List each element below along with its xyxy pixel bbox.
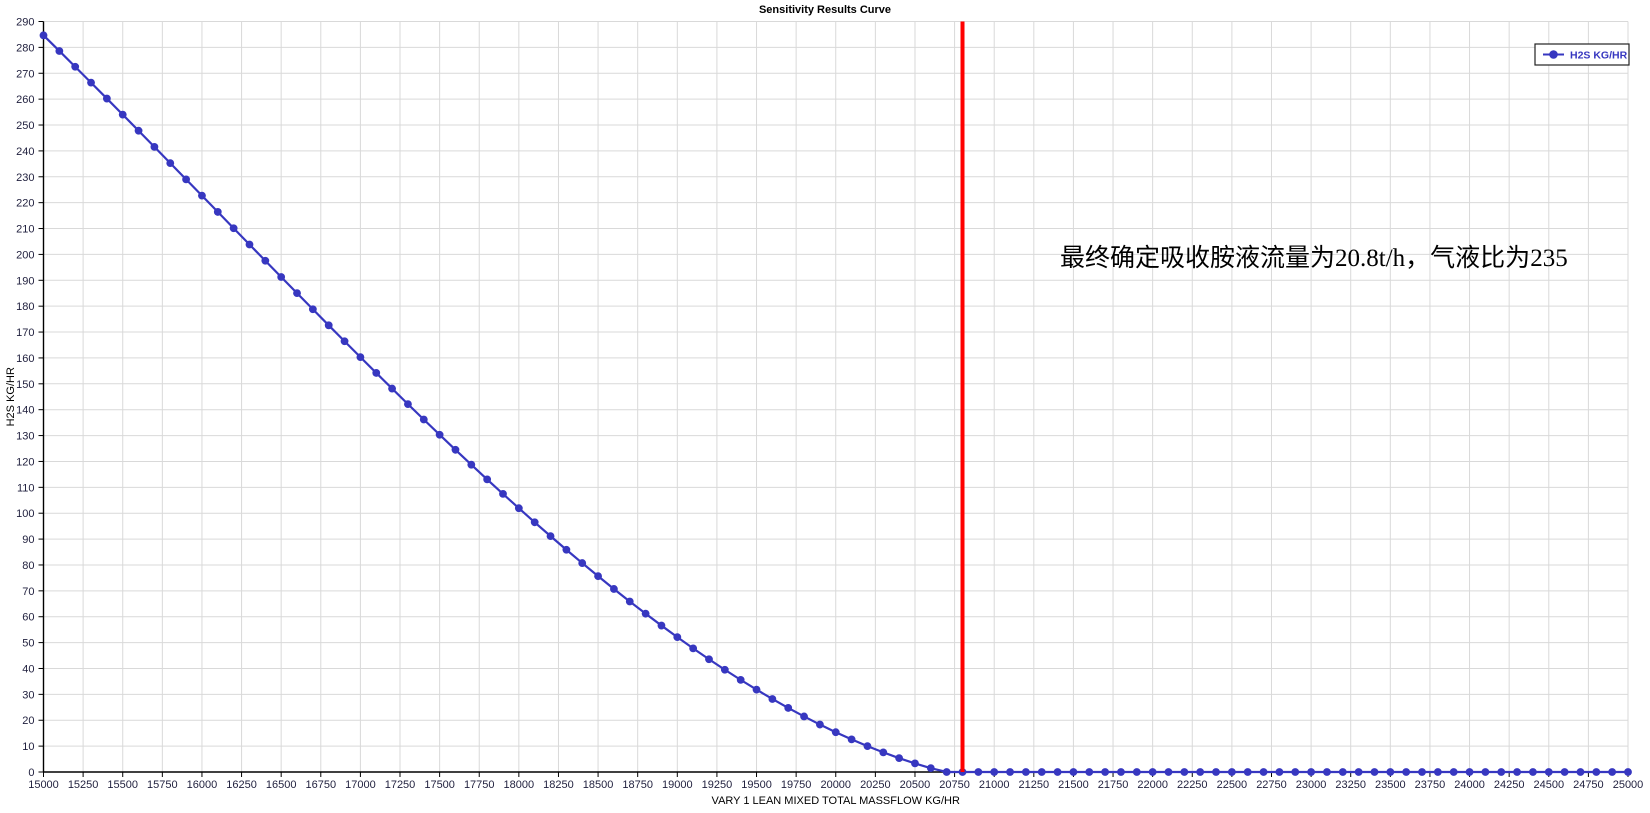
svg-text:19750: 19750 (781, 779, 812, 791)
svg-text:23500: 23500 (1375, 779, 1406, 791)
svg-text:22000: 22000 (1137, 779, 1168, 791)
svg-text:60: 60 (22, 612, 34, 624)
svg-text:280: 280 (16, 42, 34, 54)
svg-text:200: 200 (16, 249, 34, 261)
svg-text:21500: 21500 (1058, 779, 1089, 791)
svg-text:21000: 21000 (979, 779, 1010, 791)
svg-text:16500: 16500 (266, 779, 297, 791)
svg-text:16250: 16250 (226, 779, 257, 791)
svg-text:23250: 23250 (1335, 779, 1366, 791)
svg-text:270: 270 (16, 68, 34, 80)
svg-text:18250: 18250 (543, 779, 574, 791)
svg-text:16000: 16000 (187, 779, 218, 791)
svg-text:23000: 23000 (1296, 779, 1327, 791)
svg-text:15000: 15000 (28, 779, 59, 791)
svg-text:18000: 18000 (504, 779, 535, 791)
svg-text:24000: 24000 (1454, 779, 1485, 791)
svg-text:15250: 15250 (68, 779, 99, 791)
svg-text:19500: 19500 (741, 779, 772, 791)
svg-text:170: 170 (16, 327, 34, 339)
svg-text:23750: 23750 (1415, 779, 1446, 791)
svg-text:25000: 25000 (1613, 779, 1644, 791)
svg-text:100: 100 (16, 508, 34, 520)
svg-text:H2S KG/HR: H2S KG/HR (5, 367, 17, 426)
svg-text:18500: 18500 (583, 779, 614, 791)
svg-text:20: 20 (22, 715, 34, 727)
svg-text:H2S KG/HR: H2S KG/HR (1570, 49, 1628, 61)
svg-text:17000: 17000 (345, 779, 376, 791)
svg-text:80: 80 (22, 560, 34, 572)
svg-text:18750: 18750 (622, 779, 653, 791)
svg-text:22750: 22750 (1256, 779, 1287, 791)
svg-text:90: 90 (22, 534, 34, 546)
svg-text:110: 110 (17, 482, 35, 494)
svg-text:17750: 17750 (464, 779, 495, 791)
svg-text:220: 220 (16, 198, 34, 210)
svg-text:120: 120 (16, 456, 34, 468)
svg-text:22500: 22500 (1217, 779, 1248, 791)
svg-text:190: 190 (16, 275, 34, 287)
svg-text:290: 290 (16, 17, 34, 29)
svg-text:19250: 19250 (702, 779, 733, 791)
svg-text:24500: 24500 (1533, 779, 1564, 791)
svg-text:10: 10 (22, 741, 34, 753)
svg-text:50: 50 (22, 638, 34, 650)
svg-text:VARY 1 LEAN MIXED TOTAL MASSF: VARY 1 LEAN MIXED TOTAL MASSFLOW KG/HR (712, 795, 960, 807)
svg-text:240: 240 (16, 146, 34, 158)
svg-text:15500: 15500 (107, 779, 138, 791)
svg-text:180: 180 (16, 301, 34, 313)
svg-text:0: 0 (28, 767, 34, 779)
svg-text:21750: 21750 (1098, 779, 1129, 791)
svg-text:19000: 19000 (662, 779, 693, 791)
svg-text:24250: 24250 (1494, 779, 1525, 791)
svg-text:20500: 20500 (900, 779, 931, 791)
svg-text:140: 140 (16, 405, 34, 417)
svg-text:21250: 21250 (1019, 779, 1050, 791)
svg-text:24750: 24750 (1573, 779, 1604, 791)
svg-text:16750: 16750 (305, 779, 336, 791)
svg-text:20750: 20750 (939, 779, 970, 791)
svg-text:20000: 20000 (820, 779, 851, 791)
svg-text:160: 160 (16, 353, 34, 365)
svg-text:17250: 17250 (385, 779, 416, 791)
svg-text:250: 250 (16, 120, 34, 132)
svg-text:230: 230 (16, 172, 34, 184)
svg-text:17500: 17500 (424, 779, 455, 791)
svg-text:30: 30 (22, 689, 34, 701)
svg-text:260: 260 (16, 94, 34, 106)
svg-text:40: 40 (22, 663, 34, 675)
svg-text:130: 130 (16, 431, 34, 443)
svg-text:15750: 15750 (147, 779, 178, 791)
svg-text:210: 210 (16, 224, 34, 236)
svg-text:150: 150 (16, 379, 34, 391)
svg-text:22250: 22250 (1177, 779, 1208, 791)
svg-text:20250: 20250 (860, 779, 891, 791)
svg-text:70: 70 (22, 586, 34, 598)
